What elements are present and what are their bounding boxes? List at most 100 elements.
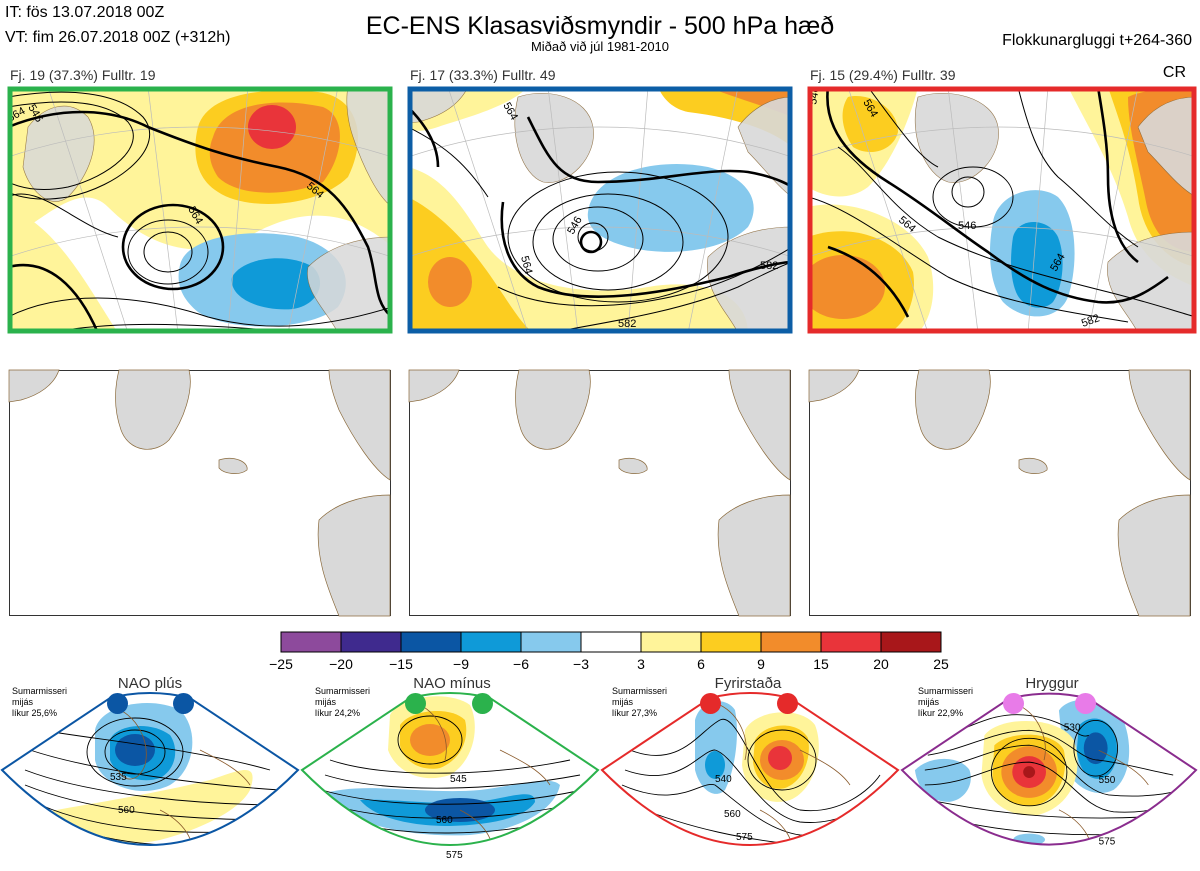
land-scandinavia: [728, 369, 791, 481]
land-scandinavia: [737, 96, 792, 198]
cluster-map-3: 546 564 546 564 564 582: [807, 86, 1197, 334]
land-greenland: [22, 105, 95, 202]
colorbar-segment: [280, 631, 342, 653]
contour-label: 575: [1099, 837, 1116, 848]
regime-map-nao-plus: 535 560: [0, 692, 300, 846]
colorbar-tick-label: −6: [513, 656, 529, 672]
contour-label: 582: [760, 260, 778, 272]
contour-label: 560: [436, 815, 453, 826]
regime-marker-dot: [1003, 693, 1024, 714]
valid-time: VT: fim 26.07.2018 00Z (+312h): [5, 29, 231, 46]
land-iceland: [618, 457, 648, 474]
colorbar-segment: [460, 631, 522, 653]
land-europe: [1117, 494, 1191, 617]
land-scandinavia: [1137, 96, 1196, 198]
land-iceland: [1018, 457, 1048, 474]
colorbar-tick-label: −25: [269, 656, 293, 672]
colorbar-tick-label: 3: [637, 656, 645, 672]
contour-label: 546: [958, 220, 976, 232]
regime-title: NAO mínus: [413, 675, 491, 692]
contour-label: 535: [110, 772, 127, 783]
positive-anomaly: [428, 257, 472, 307]
land-northwest: [8, 369, 60, 403]
regime-map-nao-minus: 545 560 575: [300, 692, 600, 861]
empty-map-2: [408, 369, 791, 617]
land-northwest: [808, 369, 860, 403]
contour-label: 575: [736, 832, 753, 843]
meridians: [808, 87, 1196, 333]
colorbar-segment: [880, 631, 942, 653]
contour-label: 560: [724, 809, 741, 820]
positive-anomaly: [808, 255, 885, 319]
contour-label: 575: [446, 850, 463, 861]
panel-frame: [7, 86, 393, 334]
land-iceland: [218, 457, 248, 474]
regime-marker-dot: [472, 693, 493, 714]
regime-info: Sumarmisseri mijás líkur 25,6%: [12, 686, 68, 718]
positive-anomaly: [842, 96, 898, 152]
regime-info: Sumarmisseri mijás líkur 24,2%: [315, 686, 371, 718]
land-europe: [717, 494, 791, 617]
regime-marker-dot: [173, 693, 194, 714]
negative-anomaly: [587, 164, 754, 252]
land-greenland: [915, 369, 991, 450]
contour-label: 540: [715, 774, 732, 785]
page-title: EC-ENS Klasasviðsmyndir - 500 hPa hæð: [365, 12, 835, 40]
contour-label: 582: [1080, 312, 1101, 330]
regime-marker-dot: [107, 693, 128, 714]
land-europe: [317, 494, 391, 617]
land-northwest: [408, 369, 460, 403]
colorbar-tick-label: −3: [573, 656, 589, 672]
regime-title: Hryggur: [1025, 675, 1079, 692]
bold-contours: [826, 87, 1169, 318]
positive-anomaly: [248, 105, 296, 149]
negative-anomaly: [231, 258, 321, 310]
colorbar-tick-label: 25: [933, 656, 949, 672]
colorbar: [280, 631, 942, 653]
colorbar-segment: [580, 631, 642, 653]
contour-label: 560: [118, 805, 135, 816]
meridians: [408, 87, 792, 333]
positive-anomaly: [8, 207, 118, 333]
land-scandinavia: [328, 369, 391, 481]
colorbar-segment: [760, 631, 822, 653]
initial-time: IT: fös 13.07.2018 00Z: [5, 4, 165, 21]
cr-label: CR: [1162, 64, 1186, 81]
colorbar-segment: [400, 631, 462, 653]
cluster-map-1: 546 564 564 564: [7, 86, 393, 334]
contour-label: 582: [618, 318, 636, 330]
regime-marker-dot: [777, 693, 798, 714]
regime-marker-dot: [700, 693, 721, 714]
land-greenland: [515, 369, 591, 450]
colorbar-segment: [640, 631, 702, 653]
regime-marker-dot: [405, 693, 426, 714]
contour-label: 530: [1064, 722, 1081, 733]
contour-label: 564: [518, 255, 534, 276]
regime-info: Sumarmisseri mijás líkur 22,9%: [918, 686, 974, 718]
regime-title: NAO plús: [117, 675, 183, 692]
colorbar-tick-label: −15: [389, 656, 413, 672]
negative-anomaly: [1011, 222, 1063, 308]
colorbar-tick-label: −20: [329, 656, 353, 672]
land-europe: [1107, 231, 1196, 333]
panel-label: Fj. 15 (29.4%) Fulltr. 39: [810, 67, 956, 83]
colorbar-tick-label: 15: [813, 656, 829, 672]
regime-map-blocking: 540 560 575: [600, 692, 900, 846]
colorbar-segment: [340, 631, 402, 653]
regime-title: Fyrirstaða: [714, 675, 782, 692]
colorbar-segment: [820, 631, 882, 653]
land-greenland: [115, 369, 191, 450]
empty-map-3: [808, 369, 1191, 617]
panel-frame: [407, 86, 793, 334]
page-subtitle: Miðað við júl 1981-2010: [530, 39, 670, 54]
colorbar-tick-label: −9: [453, 656, 469, 672]
bold-contours: [8, 110, 392, 333]
land-scandinavia: [1128, 369, 1191, 481]
colorbar-tick-label: 9: [757, 656, 765, 672]
colorbar-segment: [520, 631, 582, 653]
contour-label: 545: [450, 774, 467, 785]
cluster-map-2: 564 564 546 564 582 582: [407, 86, 793, 334]
classification-window: Flokkunargluggi t+264-360: [1002, 32, 1192, 49]
regime-info: Sumarmisseri mijás líkur 27,3%: [612, 686, 668, 718]
height-contours: [408, 126, 792, 333]
